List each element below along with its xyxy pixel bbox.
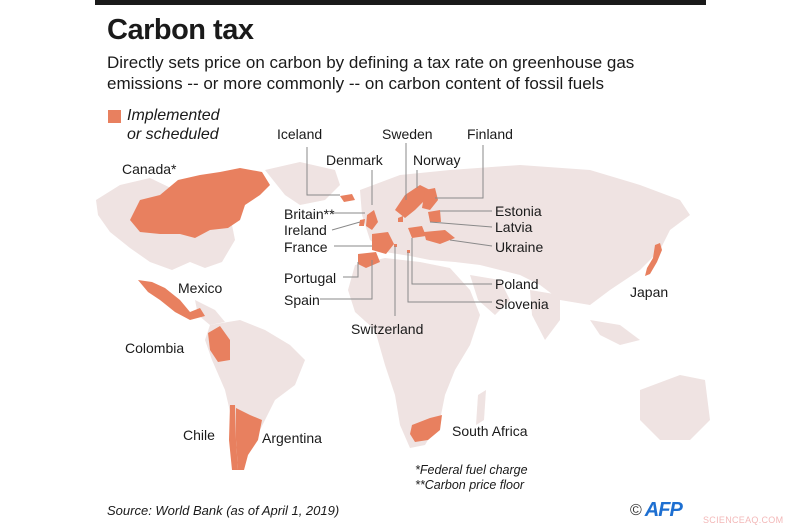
region-chile (229, 405, 238, 470)
region-colombia (208, 326, 230, 362)
label-spain: Spain (284, 292, 320, 308)
top-rule (95, 0, 706, 5)
region-norway-sweden (395, 185, 430, 218)
label-chile: Chile (183, 427, 215, 443)
leader-lines (306, 143, 493, 316)
legend: Implemented or scheduled (108, 106, 220, 144)
label-slovenia: Slovenia (495, 296, 549, 312)
label-japan: Japan (630, 284, 669, 300)
region-argentina (236, 408, 262, 470)
afp-logo: AFP (644, 499, 683, 521)
label-norway: Norway (413, 152, 461, 168)
legend-label: Implemented or scheduled (127, 107, 220, 143)
legend-swatch (108, 110, 121, 123)
region-slovenia (407, 250, 410, 253)
label-iceland: Iceland (277, 126, 323, 142)
region-france (372, 232, 394, 254)
label-mexico: Mexico (178, 280, 223, 296)
footnote-carbon-floor: **Carbon price floor (415, 478, 525, 492)
region-baltics (428, 210, 441, 222)
label-ireland: Ireland (284, 222, 327, 238)
label-poland: Poland (495, 276, 539, 292)
region-ireland (359, 219, 365, 226)
label-sweden: Sweden (382, 126, 433, 142)
label-france: France (284, 239, 328, 255)
label-colombia: Colombia (125, 340, 185, 356)
region-canada (130, 168, 270, 238)
region-japan (645, 243, 662, 276)
region-finland (422, 188, 438, 210)
region-iberia (358, 252, 380, 268)
credit: © AFP (630, 499, 683, 522)
region-iceland (340, 194, 355, 202)
region-mexico (138, 280, 205, 320)
label-britain: Britain** (284, 206, 335, 222)
label-switzerland: Switzerland (351, 321, 424, 337)
region-switzerland (394, 244, 397, 247)
label-latvia: Latvia (495, 219, 533, 235)
watermark: SCIENCEAQ.COM (703, 515, 784, 525)
region-poland (408, 226, 426, 238)
implemented-countries (130, 168, 662, 470)
page-subtitle: Directly sets price on carbon by definin… (107, 53, 635, 93)
footnote-federal-fuel: *Federal fuel charge (415, 463, 528, 477)
footnotes: *Federal fuel charge **Carbon price floo… (415, 463, 528, 493)
region-ukraine (424, 230, 455, 244)
label-finland: Finland (467, 126, 513, 142)
label-south-africa: South Africa (452, 423, 528, 439)
region-south-africa (410, 415, 442, 442)
copyright-icon: © (630, 501, 642, 519)
region-denmark (398, 216, 403, 222)
source-note: Source: World Bank (as of April 1, 2019) (107, 503, 340, 518)
label-ukraine: Ukraine (495, 239, 544, 255)
label-argentina: Argentina (262, 430, 322, 446)
label-portugal: Portugal (284, 270, 337, 286)
label-canada: Canada* (122, 161, 177, 177)
page-title: Carbon tax (107, 14, 254, 46)
region-britain (366, 210, 378, 230)
label-denmark: Denmark (326, 152, 383, 168)
label-estonia: Estonia (495, 203, 542, 219)
